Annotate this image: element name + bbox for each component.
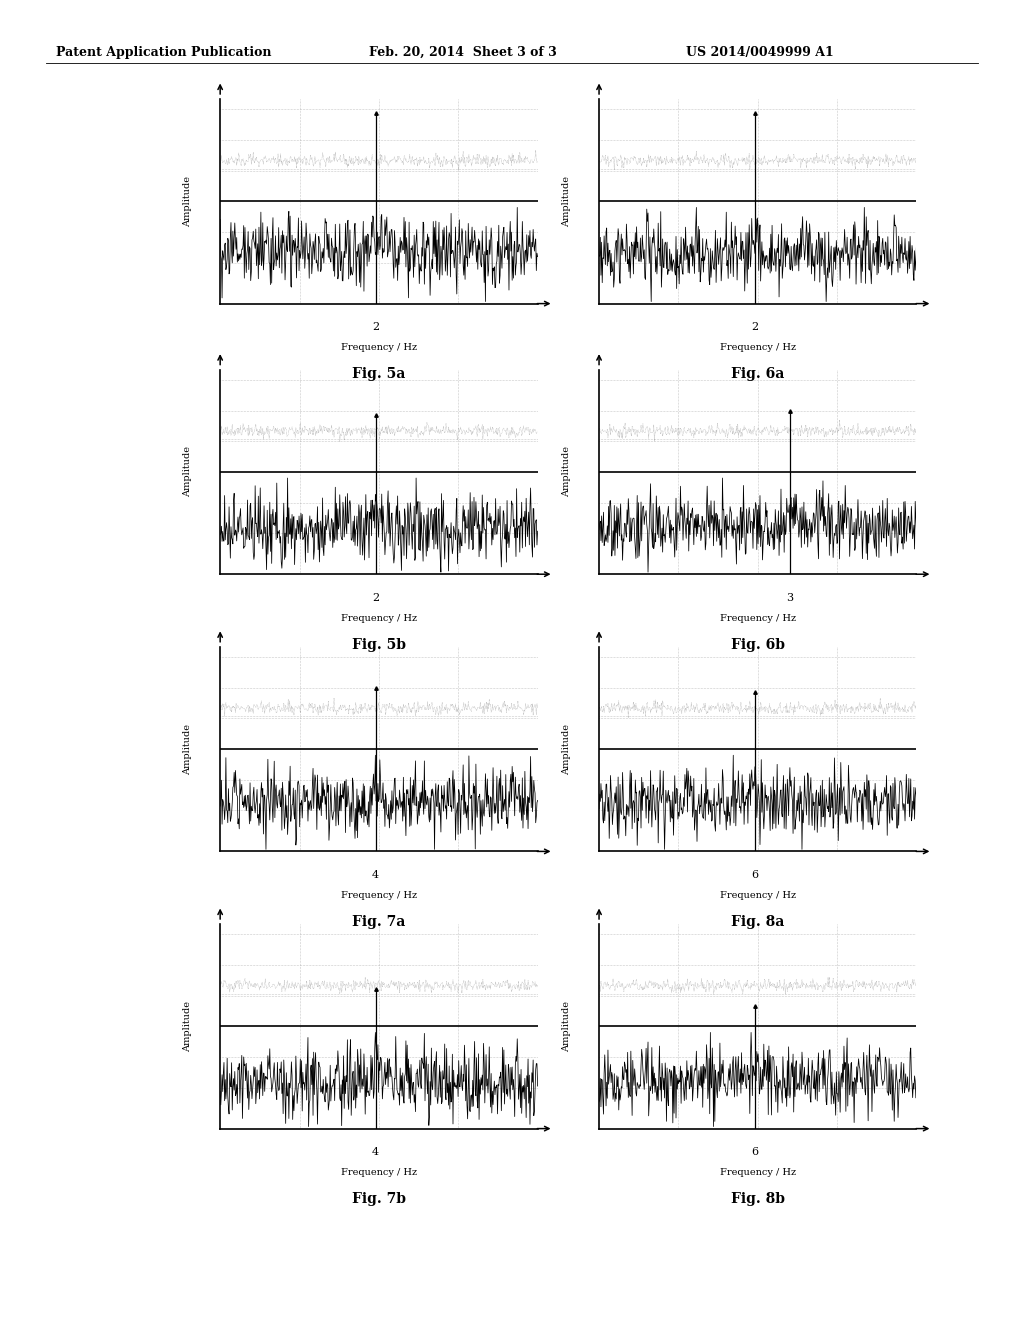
Text: 2: 2 [372,322,379,333]
Text: Amplitude: Amplitude [183,176,191,227]
Text: Frequency / Hz: Frequency / Hz [720,614,796,623]
Text: Fig. 5a: Fig. 5a [352,367,406,381]
Text: Frequency / Hz: Frequency / Hz [720,1168,796,1177]
Text: Frequency / Hz: Frequency / Hz [720,343,796,352]
Text: 2: 2 [372,593,379,603]
Text: Amplitude: Amplitude [183,723,191,775]
Text: Amplitude: Amplitude [562,1001,570,1052]
Text: Amplitude: Amplitude [183,446,191,498]
Text: Fig. 7b: Fig. 7b [352,1192,406,1206]
Text: Fig. 6b: Fig. 6b [731,638,784,652]
Text: Frequency / Hz: Frequency / Hz [341,891,417,900]
Text: Fig. 6a: Fig. 6a [731,367,784,381]
Text: Feb. 20, 2014  Sheet 3 of 3: Feb. 20, 2014 Sheet 3 of 3 [369,46,556,59]
Text: Amplitude: Amplitude [562,723,570,775]
Text: 4: 4 [372,1147,379,1158]
Text: Patent Application Publication: Patent Application Publication [56,46,271,59]
Text: Amplitude: Amplitude [562,176,570,227]
Text: Fig. 7a: Fig. 7a [352,915,406,929]
Text: 4: 4 [372,870,379,880]
Text: 6: 6 [751,870,758,880]
Text: Fig. 5b: Fig. 5b [352,638,406,652]
Text: 3: 3 [786,593,793,603]
Text: Fig. 8b: Fig. 8b [731,1192,784,1206]
Text: Frequency / Hz: Frequency / Hz [341,1168,417,1177]
Text: 2: 2 [751,322,758,333]
Text: Amplitude: Amplitude [183,1001,191,1052]
Text: Amplitude: Amplitude [562,446,570,498]
Text: 6: 6 [751,1147,758,1158]
Text: Frequency / Hz: Frequency / Hz [720,891,796,900]
Text: US 2014/0049999 A1: US 2014/0049999 A1 [686,46,834,59]
Text: Fig. 8a: Fig. 8a [731,915,784,929]
Text: Frequency / Hz: Frequency / Hz [341,614,417,623]
Text: Frequency / Hz: Frequency / Hz [341,343,417,352]
